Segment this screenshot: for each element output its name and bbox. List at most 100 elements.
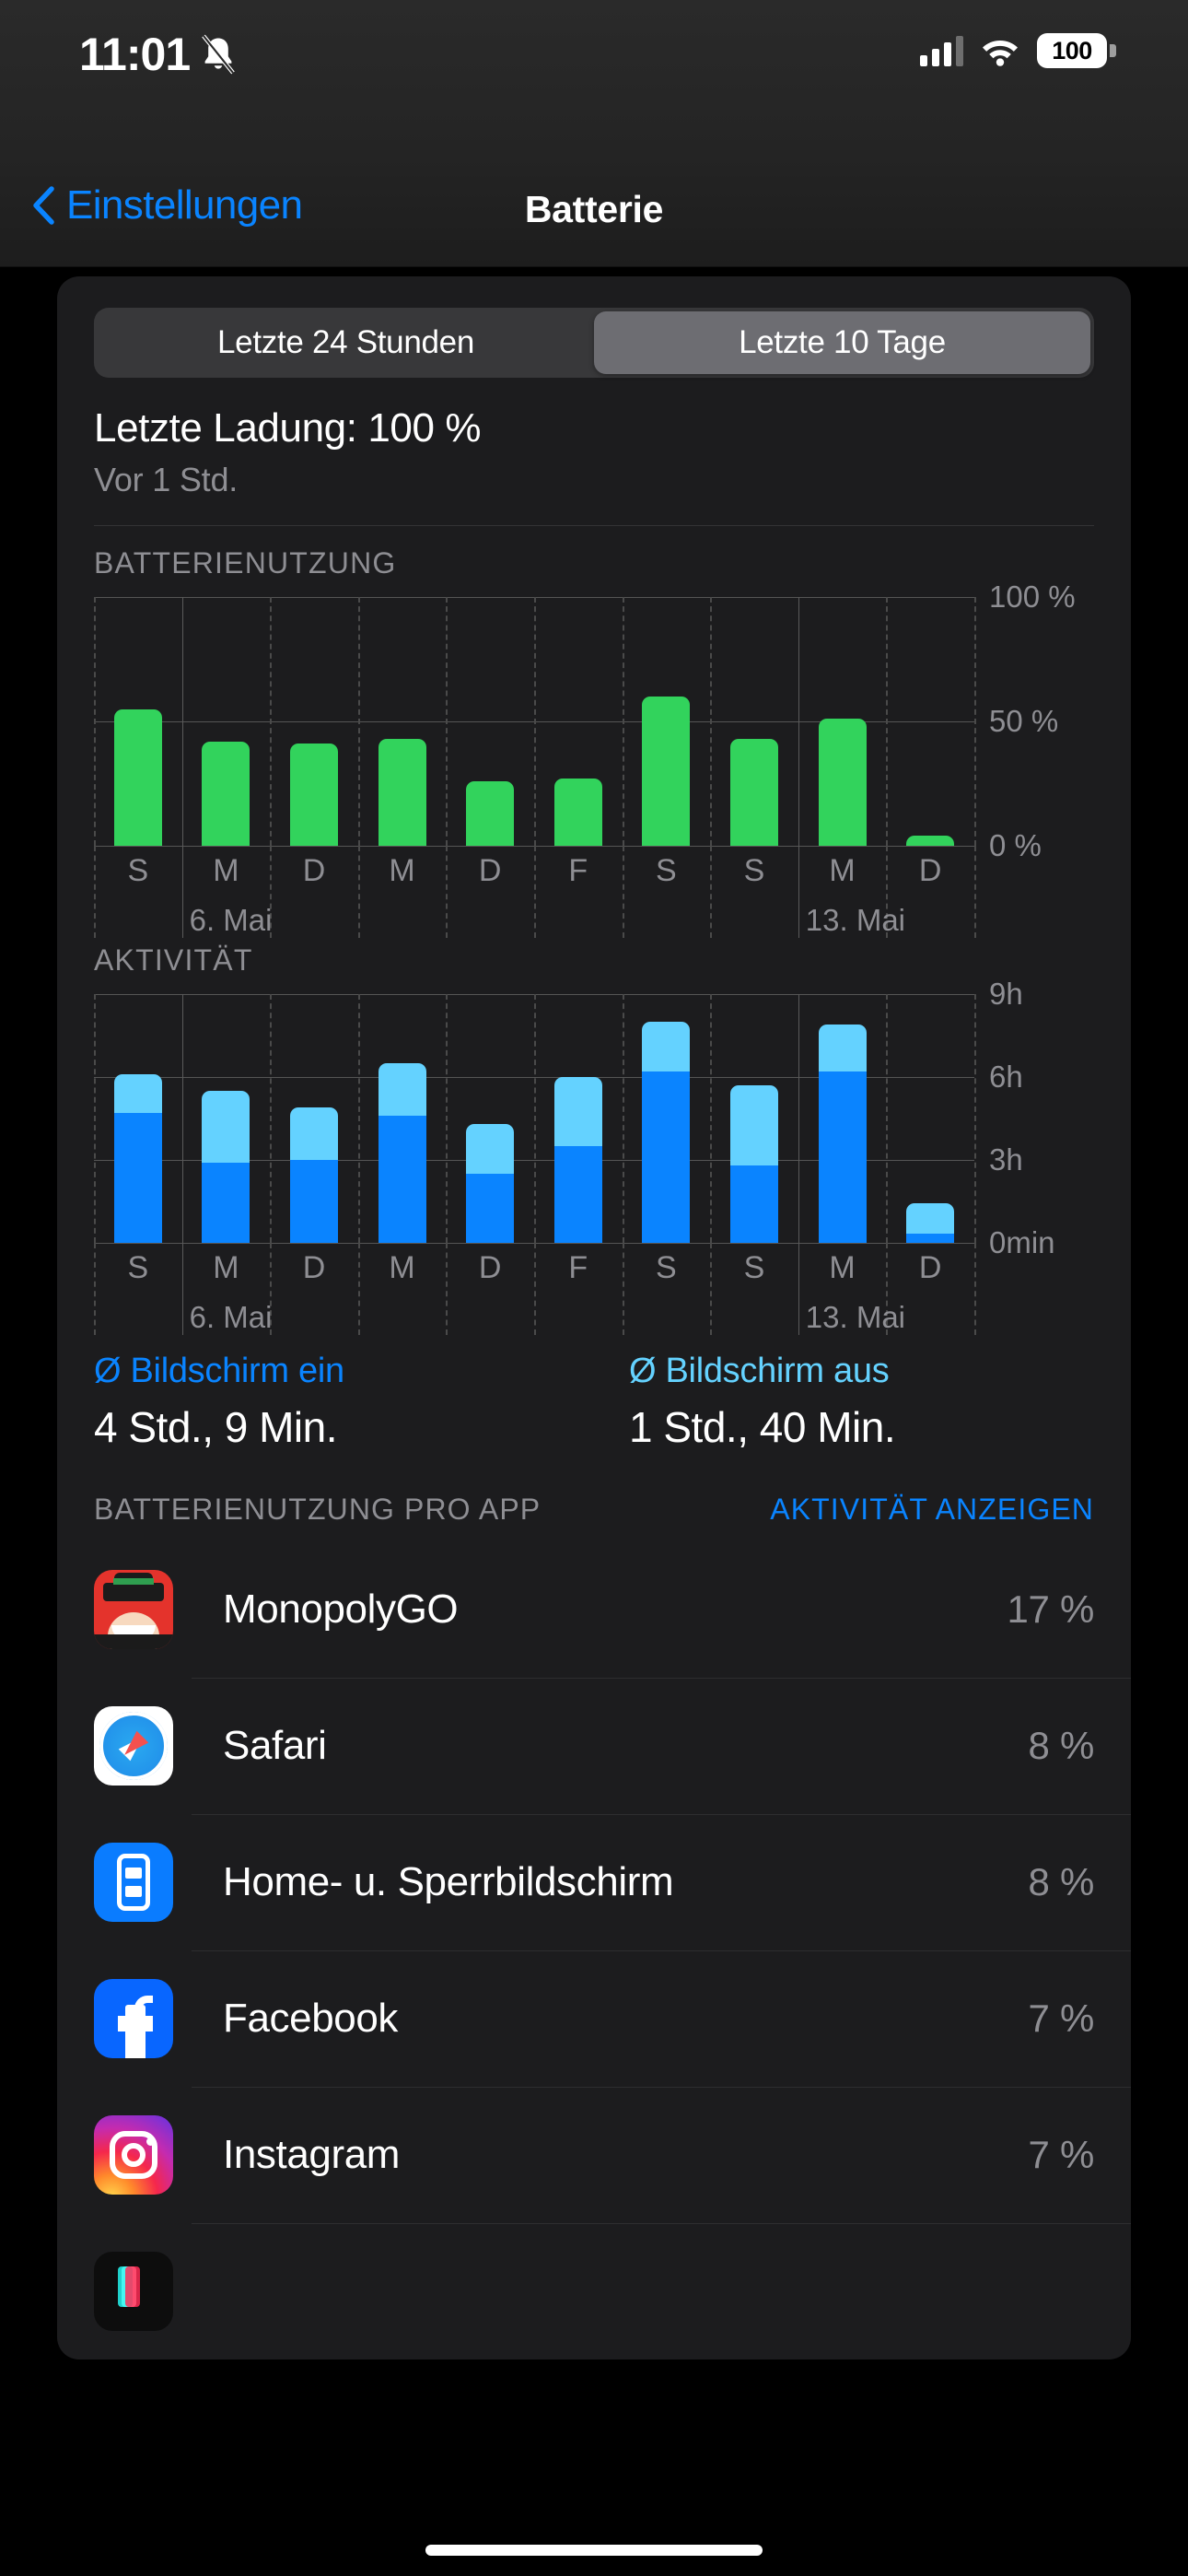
- activity-x-axis: S M D M D F S S M D 6. Mai 13. Mai: [94, 1243, 1094, 1335]
- battery-tip: [1110, 44, 1116, 57]
- time-range-segmented-control-wrap: Letzte 24 Stunden Letzte 10 Tage: [57, 276, 1131, 378]
- x-axis-tick-label: D: [478, 853, 502, 888]
- day-separator-line: [357, 597, 360, 846]
- app-usage-row[interactable]: Facebook 7 %: [57, 1950, 1131, 2087]
- x-axis-tick-label: M: [213, 853, 239, 888]
- day-separator-line: [270, 597, 273, 846]
- week-separator-line: [798, 846, 799, 938]
- day-separator-line: [622, 597, 624, 846]
- cellular-signal-icon: [920, 35, 963, 66]
- app-usage-row[interactable]: MonopolyGO 17 %: [57, 1541, 1131, 1678]
- app-name-label: Home- u. Sperrbildschirm: [223, 1859, 674, 1904]
- day-separator-line: [270, 994, 273, 1243]
- show-activity-button[interactable]: AKTIVITÄT ANZEIGEN: [770, 1493, 1094, 1526]
- app-percent-label: 7 %: [1028, 2133, 1095, 2176]
- chart-bar: [290, 744, 338, 846]
- app-usage-row[interactable]: Safari 8 %: [57, 1678, 1131, 1814]
- x-axis-date-label: 6. Mai: [189, 1300, 273, 1334]
- bar-segment-screen-off: [378, 1063, 426, 1116]
- x-axis-tick-label: D: [302, 853, 326, 888]
- app-usage-row[interactable]: Instagram 7 %: [57, 2087, 1131, 2223]
- bar-segment-screen-on: [553, 1146, 602, 1243]
- day-separator-line: [710, 846, 713, 938]
- status-bar: 11:01 100: [0, 0, 1188, 155]
- week-separator-line: [798, 1243, 799, 1335]
- day-separator-line: [94, 597, 96, 846]
- day-separator-line: [534, 994, 536, 1243]
- app-usage-row[interactable]: [57, 2223, 1131, 2359]
- average-screen-off-value: 1 Std., 40 Min.: [629, 1403, 896, 1451]
- apps-section-header: BATTERIENUTZUNG PRO APP AKTIVITÄT ANZEIG…: [57, 1458, 1131, 1541]
- back-button-label: Einstellungen: [66, 182, 303, 228]
- segment-last-10-days[interactable]: Letzte 10 Tage: [594, 311, 1090, 374]
- y-axis-tick-label: 6h: [989, 1060, 1023, 1094]
- bar-group: [94, 597, 974, 846]
- page-title: Batterie: [524, 188, 664, 230]
- x-axis-tick-label: S: [127, 1250, 149, 1285]
- chart-bar: [730, 1085, 778, 1243]
- chart-bar: [642, 1022, 691, 1243]
- chevron-left-icon: [31, 185, 55, 226]
- day-separator-line: [94, 1243, 96, 1335]
- average-screen-off: Ø Bildschirm aus 1 Std., 40 Min.: [594, 1352, 1094, 1452]
- bar-segment-screen-off: [202, 1091, 250, 1163]
- apps-section-title: BATTERIENUTZUNG PRO APP: [94, 1493, 542, 1526]
- bell-slash-icon: [199, 33, 238, 76]
- last-charge-subtitle: Vor 1 Std.: [94, 461, 239, 498]
- day-separator-line: [357, 846, 360, 938]
- x-axis-tick-label: F: [568, 1250, 588, 1285]
- app-name-label: Instagram: [223, 2132, 401, 2177]
- chart-bar: [290, 1107, 338, 1243]
- bar-segment-screen-off: [730, 1085, 778, 1165]
- chart-bar: [906, 836, 955, 846]
- bar-segment-screen-off: [642, 1022, 691, 1071]
- average-screen-off-label: Ø Bildschirm aus: [629, 1352, 890, 1390]
- battery-usage-chart[interactable]: 100 % 50 % 0 %: [94, 580, 1094, 862]
- y-axis-tick-label: 50 %: [989, 704, 1059, 738]
- app-usage-row[interactable]: Home- u. Sperrbildschirm 8 %: [57, 1814, 1131, 1950]
- x-axis-tick-label: S: [743, 1250, 765, 1285]
- day-separator-line: [622, 1243, 624, 1335]
- day-separator-line: [534, 1243, 536, 1335]
- bar-group: [94, 994, 974, 1243]
- day-separator-line: [94, 994, 96, 1243]
- safari-app-icon: [94, 1706, 173, 1786]
- app-name-label: Safari: [223, 1723, 327, 1768]
- bar-segment-screen-off: [818, 1025, 867, 1071]
- day-separator-line: [94, 846, 96, 938]
- day-separator-line: [446, 846, 448, 938]
- average-screen-on-value: 4 Std., 9 Min.: [94, 1403, 338, 1451]
- bar-segment-screen-off: [906, 1202, 955, 1234]
- x-axis-date-label: 13. Mai: [805, 903, 906, 937]
- back-button[interactable]: Einstellungen: [31, 182, 303, 228]
- app-name-label: Facebook: [223, 1996, 399, 2041]
- status-bar-left: 11:01: [79, 28, 238, 81]
- segment-last-24-hours[interactable]: Letzte 24 Stunden: [216, 324, 475, 360]
- monopolygo-app-icon: [94, 1570, 173, 1649]
- app-percent-label: 7 %: [1028, 1996, 1095, 2040]
- bar-segment-screen-on: [730, 1165, 778, 1243]
- bar-segment-screen-off: [113, 1074, 162, 1113]
- chart-bar: [378, 1063, 426, 1243]
- bar-segment-screen-on: [113, 1113, 162, 1243]
- day-separator-line: [886, 846, 889, 938]
- time-range-segmented-control[interactable]: Letzte 24 Stunden Letzte 10 Tage: [94, 308, 1094, 378]
- battery-usage-plot-area: [94, 597, 976, 847]
- navigation-bar: Einstellungen Batterie: [0, 155, 1188, 267]
- instagram-app-icon: [94, 2115, 173, 2195]
- divider: [94, 525, 1094, 526]
- app-usage-list: MonopolyGO 17 % Safari 8 % Home- u. Sperrbil…: [57, 1541, 1131, 2359]
- activity-chart[interactable]: 9h 6h 3h 0min: [94, 977, 1094, 1259]
- x-axis-date-label: 13. Mai: [805, 1300, 906, 1334]
- day-separator-line: [446, 1243, 448, 1335]
- x-axis-tick-label: S: [656, 1250, 677, 1285]
- x-axis-tick-label: D: [302, 1250, 326, 1285]
- day-separator-line: [974, 1243, 976, 1335]
- chart-bar: [202, 1091, 250, 1243]
- status-bar-clock: 11:01: [79, 29, 191, 80]
- activity-plot-area: [94, 994, 976, 1244]
- bar-segment-screen-off: [290, 1107, 338, 1160]
- facebook-app-icon: [94, 1979, 173, 2058]
- x-axis-tick-label: M: [389, 1250, 415, 1285]
- x-axis-tick-label: D: [918, 853, 942, 888]
